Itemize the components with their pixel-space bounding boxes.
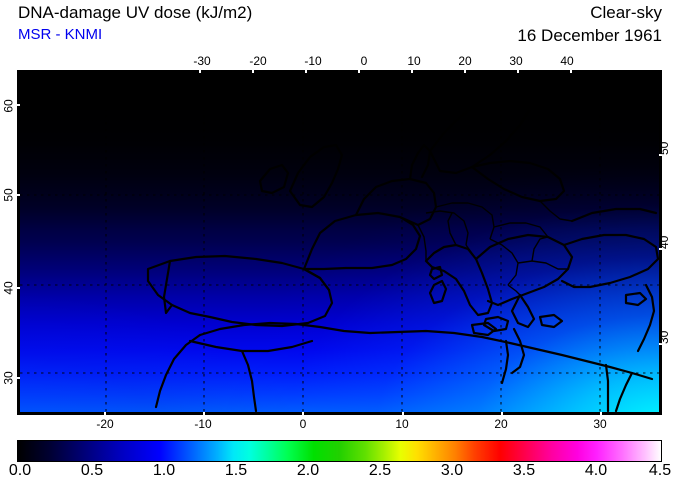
map-tick-bottom [501,412,503,415]
map-tick-top [411,70,413,73]
map-tick-bottom [302,412,304,415]
axis-bottom-label: 20 [494,417,508,431]
map-tick-top [305,70,307,73]
colorbar-tick-label: 3.5 [512,462,536,479]
axis-top-label: 40 [560,54,574,68]
axis-right-label: 30 [657,330,671,344]
page-title: DNA-damage UV dose (kJ/m2) [18,3,253,22]
map-tick-right [659,154,662,156]
axis-bottom-label: 10 [395,417,409,431]
colorbar-tick-label: 0.0 [8,462,32,479]
sky-condition-label: Clear-sky [590,3,662,22]
map-tick-top [252,70,254,73]
map-tick-top [570,70,572,73]
axis-right-label: 50 [657,141,671,155]
map-tick-bottom [402,412,404,415]
map-tick-bottom [600,412,602,415]
map-tick-top [517,70,519,73]
axis-top-label: 30 [509,54,523,68]
map-tick-top [199,70,201,73]
axis-top-label: -20 [249,54,267,68]
axis-left-label: 60 [1,99,16,113]
colorbar-tick-label: 0.5 [80,462,104,479]
map-tick-bottom [104,412,106,415]
map-tick-left [17,377,20,379]
axis-bottom-label: -20 [96,417,114,431]
axis-bottom-label: 0 [299,417,307,431]
map-tick-top [464,70,466,73]
map-tick-bottom [203,412,205,415]
map-tick-left [17,194,20,196]
date-label: 16 December 1961 [517,26,662,45]
axis-left-label: 40 [1,281,16,295]
map-frame-border [17,70,662,415]
colorbar-tick-label: 1.5 [224,462,248,479]
axis-top-label: -10 [304,54,322,68]
colorbar-gradient [17,440,662,462]
uv-gradient-north-dark [20,73,659,412]
axis-top-label: 20 [458,54,472,68]
axis-left-label: 30 [1,371,16,385]
map-tick-left [17,287,20,289]
map-plot-area [17,70,662,415]
colorbar-tick-label: 1.0 [152,462,176,479]
colorbar [17,440,662,462]
colorbar-tick-label: 3.0 [440,462,464,479]
axis-right-label: 40 [657,235,671,249]
axis-top-label: 10 [407,54,421,68]
colorbar-tick-label: 2.0 [296,462,320,479]
colorbar-tick-label: 2.5 [368,462,392,479]
colorbar-tick-label: 4.5 [648,462,672,479]
axis-bottom-label: 30 [593,417,607,431]
axis-bottom-label: -10 [194,417,212,431]
colorbar-tick-label: 4.0 [584,462,608,479]
map-tick-top [358,70,360,73]
axis-left-label: 50 [1,188,16,202]
source-label: MSR - KNMI [18,26,103,43]
axis-top-label: -30 [193,54,211,68]
map-tick-right [659,248,662,250]
coastline-overlay [20,73,659,412]
axis-top-label: 0 [360,54,368,68]
uv-dose-raster [20,73,659,412]
map-tick-left [17,104,20,106]
map-tick-right [659,343,662,345]
